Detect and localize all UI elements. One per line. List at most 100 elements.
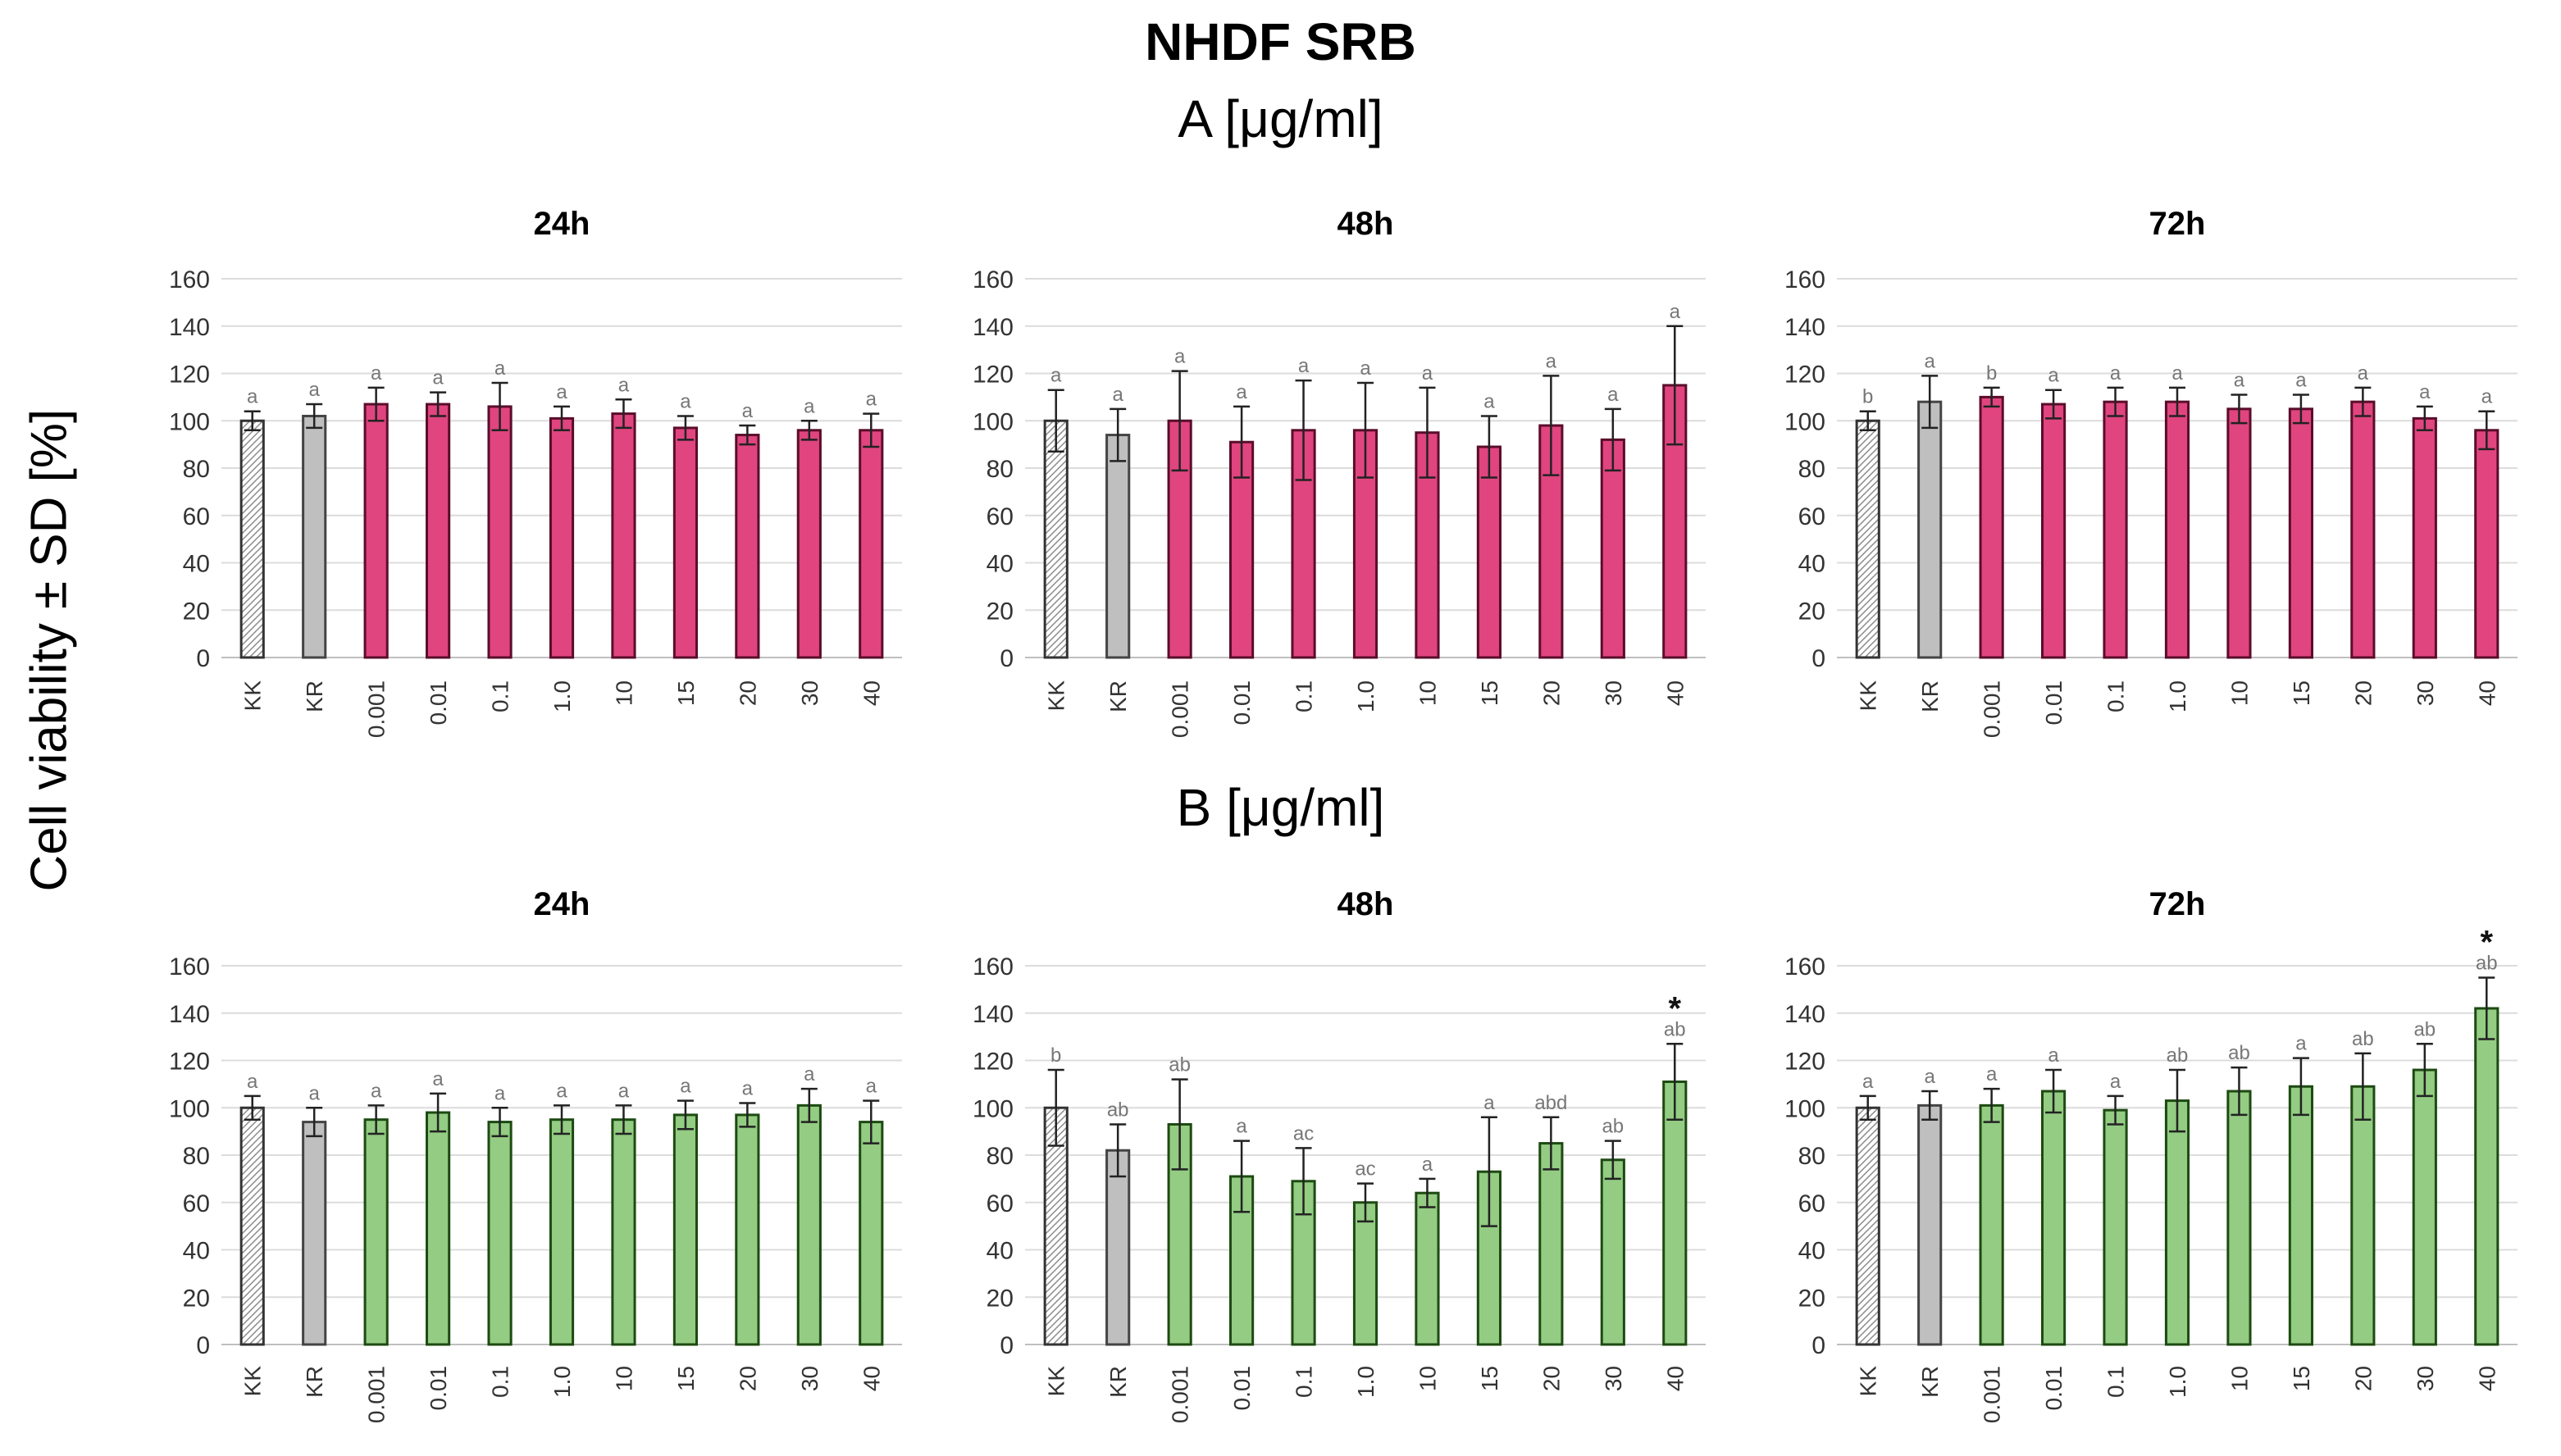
significance-label: a <box>309 1082 321 1104</box>
significance-label: a <box>1236 1116 1247 1138</box>
significance-label: a <box>2358 362 2369 384</box>
bar <box>1105 1149 1131 1346</box>
significance-label: a <box>1483 1092 1495 1114</box>
significance-label: ab <box>2167 1044 2189 1067</box>
y-tick-label: 0 <box>196 1332 210 1359</box>
bar <box>796 1103 822 1346</box>
y-tick-label: 40 <box>987 1238 1014 1265</box>
x-tick-label: 10 <box>1415 680 1440 706</box>
y-tick-label: 0 <box>1811 1332 1825 1359</box>
y-tick-label: 140 <box>1784 1001 1825 1028</box>
x-tick-label: 0.01 <box>2041 1366 2067 1411</box>
y-tick-label: 140 <box>973 1001 1014 1028</box>
y-tick-label: 80 <box>987 456 1014 483</box>
y-tick-label: 100 <box>973 408 1014 435</box>
bar <box>2474 429 2499 659</box>
x-tick-label: 10 <box>2226 680 2252 706</box>
bar <box>735 1113 760 1346</box>
y-tick-label: 120 <box>973 362 1014 389</box>
bar <box>426 1111 451 1346</box>
significance-label: a <box>2171 362 2183 384</box>
y-tick-label: 140 <box>169 314 210 341</box>
significance-label: a <box>2481 386 2493 408</box>
y-tick-label: 100 <box>1784 1095 1825 1122</box>
chart-title: 48h <box>1337 886 1394 922</box>
significance-label: a <box>1113 384 1124 406</box>
x-tick-label: 15 <box>1477 1366 1502 1391</box>
bar <box>1043 1106 1069 1346</box>
bar <box>2350 1085 2376 1346</box>
x-tick-label: 0.001 <box>1168 1366 1193 1423</box>
significance-label: b <box>1986 362 1997 384</box>
bar <box>2474 1007 2499 1346</box>
y-tick-label: 100 <box>169 408 210 435</box>
significance-label: a <box>1670 301 1681 323</box>
chart-b-24h: 24h 0 20 40 60 80 100 120 140 160 a KK a KR a 0.001 a 0.0… <box>169 886 902 1423</box>
significance-label: a <box>1360 357 1371 380</box>
x-tick-label: 20 <box>2350 680 2376 706</box>
y-tick-label: 40 <box>183 1238 210 1265</box>
y-tick-label: 60 <box>987 1190 1014 1217</box>
significance-label: a <box>247 1071 258 1093</box>
significance-label: a <box>2110 1071 2121 1093</box>
y-tick-label: 80 <box>183 1143 210 1170</box>
significance-label: a <box>742 400 754 422</box>
significance-label: a <box>1422 362 1433 384</box>
significance-label: a <box>494 357 506 380</box>
significance-label: a <box>1925 350 1936 372</box>
significance-label: a <box>2234 369 2245 391</box>
significance-label: a <box>1607 384 1619 406</box>
y-tick-label: 160 <box>1784 953 1825 981</box>
y-tick-label: 80 <box>1798 456 1825 483</box>
x-tick-label: 1.0 <box>2165 1366 2190 1398</box>
y-tick-label: 60 <box>1798 1190 1825 1217</box>
chart-title: 48h <box>1337 206 1394 242</box>
chart-title: 72h <box>2149 886 2206 922</box>
significance-label: a <box>432 367 444 389</box>
significance-label: a <box>2419 381 2431 403</box>
bar <box>2164 400 2190 659</box>
x-tick-label: 0.1 <box>1292 680 1317 712</box>
significance-label: a <box>618 374 630 396</box>
bar <box>1979 395 2004 659</box>
x-tick-label: KK <box>1044 1366 1069 1397</box>
significance-label: a <box>556 381 567 403</box>
significance-label: a <box>866 1076 877 1098</box>
x-tick-label: 15 <box>673 1366 699 1391</box>
bar <box>239 419 265 659</box>
x-tick-label: KR <box>1917 680 1943 712</box>
y-tick-label: 120 <box>973 1049 1014 1076</box>
bar <box>1979 1103 2004 1346</box>
significance-label: a <box>680 1076 691 1098</box>
x-tick-label: 0.1 <box>488 680 513 712</box>
bar <box>859 1121 884 1346</box>
y-tick-label: 40 <box>987 551 1014 578</box>
figure-title: NHDF SRB <box>1145 12 1416 71</box>
bar <box>549 416 575 659</box>
x-tick-label: 10 <box>611 1366 636 1391</box>
bar <box>1291 429 1316 659</box>
y-tick-label: 160 <box>169 266 210 293</box>
bar <box>1917 1103 1943 1346</box>
y-tick-label: 60 <box>1798 503 1825 530</box>
y-tick-label: 0 <box>1000 1332 1014 1359</box>
x-tick-label: KK <box>1044 680 1069 712</box>
y-tick-label: 80 <box>987 1143 1014 1170</box>
bar <box>549 1118 575 1346</box>
y-tick-label: 20 <box>1798 598 1825 625</box>
significance-label: ab <box>2413 1018 2436 1040</box>
bar <box>302 1121 327 1346</box>
significance-label: a <box>1422 1153 1433 1176</box>
bar <box>611 412 636 659</box>
x-tick-label: 40 <box>2474 680 2499 706</box>
section-a-title: A [μg/ml] <box>1178 89 1383 148</box>
x-tick-label: KR <box>1917 1366 1943 1398</box>
significance-label: ab <box>1664 1018 1686 1040</box>
y-tick-label: 100 <box>973 1095 1014 1122</box>
significance-label: a <box>804 1063 815 1085</box>
x-tick-label: 1.0 <box>1353 680 1378 712</box>
x-tick-label: 40 <box>2474 1366 2499 1391</box>
significance-label: a <box>2110 362 2121 384</box>
significance-label: a <box>2295 369 2307 391</box>
bar <box>611 1118 636 1346</box>
